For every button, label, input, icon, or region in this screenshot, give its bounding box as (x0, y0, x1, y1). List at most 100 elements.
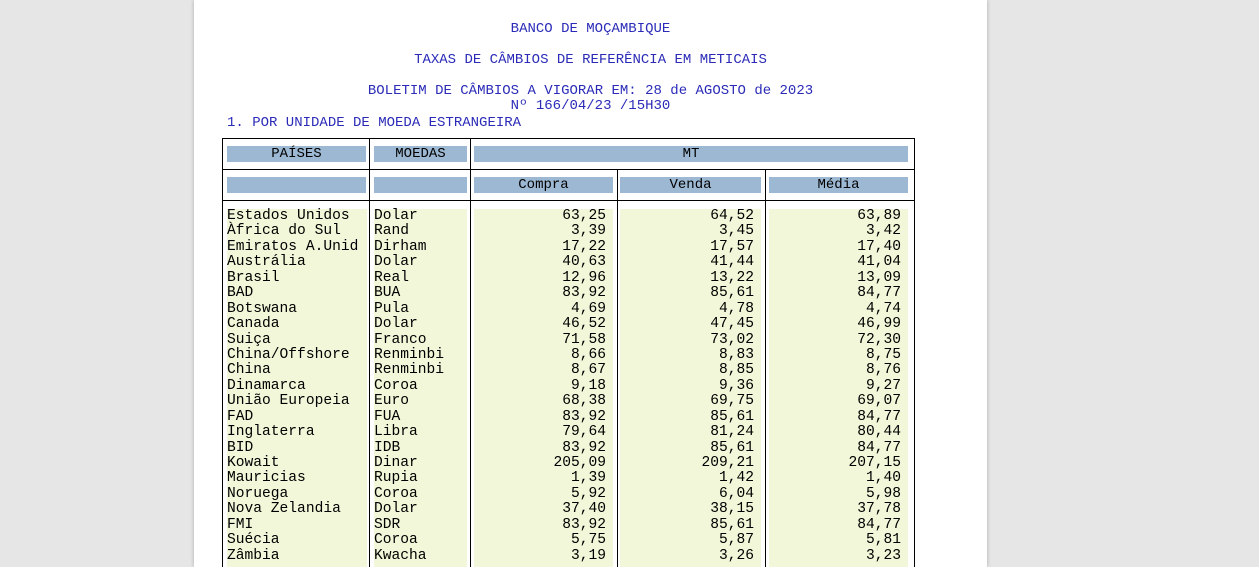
cell-media: 207,15 (848, 455, 901, 471)
table-row: BID IDB 83,92 85,61 84,77 (223, 439, 914, 456)
cell-venda: 5,87 (718, 532, 754, 549)
cell-venda: 4,78 (718, 300, 754, 317)
cell-moeda: Euro (374, 393, 410, 410)
cell-venda: 8,83 (718, 346, 754, 363)
cell-moeda: Coroa (374, 532, 418, 549)
cell-pais: FAD (227, 408, 254, 425)
cell-moeda: Renminbi (374, 362, 445, 379)
cell-moeda: Pula (374, 300, 410, 317)
cell-moeda: Franco (374, 331, 427, 348)
table-row: Emiratos A.Unid Dirham 17,22 17,57 17,40 (223, 238, 914, 255)
cell-media: 13,09 (857, 269, 901, 286)
cell-compra: 46,52 (562, 316, 606, 333)
cell-media: 80,44 (857, 424, 901, 441)
cell-media: 84,77 (857, 439, 901, 456)
cell-compra: 83,92 (562, 285, 606, 302)
cell-compra: 40,63 (562, 254, 606, 271)
cell-compra: 4,69 (570, 300, 606, 317)
cell-media: 84,77 (857, 285, 901, 302)
cell-moeda: Dinar (374, 455, 418, 471)
cell-moeda: Dolar (374, 208, 418, 224)
table-row: Estados Unidos Dolar 63,25 64,52 63,89 (223, 208, 914, 224)
cell-venda: 17,57 (710, 238, 754, 255)
cell-pais: União Europeia (227, 393, 350, 410)
cell-pais: Zâmbia (227, 547, 280, 564)
cell-venda: 81,24 (710, 424, 754, 441)
table-row: Inglaterra Libra 79,64 81,24 80,44 (223, 424, 914, 441)
cell-venda: 85,61 (710, 408, 754, 425)
cell-venda: 1,42 (718, 470, 754, 487)
table-row: União Europeia Euro 68,38 69,75 69,07 (223, 393, 914, 410)
table-row: Botswana Pula 4,69 4,78 4,74 (223, 300, 914, 317)
cell-venda: 38,15 (710, 501, 754, 518)
cell-pais: Mauricias (227, 470, 306, 487)
cell-media: 5,81 (865, 532, 901, 549)
cell-pais: Emiratos A.Unid (227, 238, 359, 255)
cell-media: 3,42 (865, 223, 901, 240)
col-bg-compra (474, 209, 613, 567)
cell-compra: 3,39 (570, 223, 606, 240)
header-blank-moedas (374, 177, 467, 193)
bulletin-date: BOLETIM DE CÂMBIOS A VIGORAR EM: 28 de A… (367, 83, 814, 99)
cell-pais: Brasil (227, 269, 280, 286)
cell-pais: Kowait (227, 455, 280, 471)
cell-media: 8,76 (865, 362, 901, 379)
cell-venda: 64,52 (710, 208, 754, 224)
cell-compra: 3,19 (570, 547, 606, 564)
cell-media: 9,27 (865, 377, 901, 394)
header-venda: Venda (620, 177, 761, 193)
cell-pais: BAD (227, 285, 254, 302)
cell-pais: BID (227, 439, 254, 456)
table-row: China/Offshore Renminbi 8,66 8,83 8,75 (223, 346, 914, 363)
col-bg-moedas (374, 209, 467, 567)
cell-venda: 69,75 (710, 393, 754, 410)
table-row: FMI SDR 83,92 85,61 84,77 (223, 516, 914, 533)
cell-compra: 12,96 (562, 269, 606, 286)
cell-moeda: BUA (374, 285, 401, 302)
exchange-rate-table: PAÍSES MOEDAS MT Compra Venda Média Esta… (222, 138, 915, 567)
cell-media: 72,30 (857, 331, 901, 348)
cell-pais: Dinamarca (227, 377, 306, 394)
cell-moeda: Dolar (374, 501, 418, 518)
table-row: Canada Dolar 46,52 47,45 46,99 (223, 316, 914, 333)
cell-media: 46,99 (857, 316, 901, 333)
table-row: Austrália Dolar 40,63 41,44 41,04 (223, 254, 914, 271)
table-row: Suiça Franco 71,58 73,02 72,30 (223, 331, 914, 348)
cell-venda: 6,04 (718, 485, 754, 502)
table-row: Dinamarca Coroa 9,18 9,36 9,27 (223, 377, 914, 394)
table-body: Estados Unidos Dolar 63,25 64,52 63,89 Àfrica… (223, 208, 914, 564)
cell-venda: 73,02 (710, 331, 754, 348)
col-bg-venda (620, 209, 761, 567)
grid-vline (470, 139, 471, 567)
cell-compra: 79,64 (562, 424, 606, 441)
cell-media: 84,77 (857, 516, 901, 533)
bulletin-number: Nº 166/04/23 /15H30 (510, 98, 671, 114)
table-row: FAD FUA 83,92 85,61 84,77 (223, 408, 914, 425)
cell-media: 3,23 (865, 547, 901, 564)
cell-pais: Austrália (227, 254, 306, 271)
section-heading: 1. POR UNIDADE DE MOEDA ESTRANGEIRA (227, 115, 522, 131)
cell-compra: 9,18 (570, 377, 606, 394)
cell-media: 69,07 (857, 393, 901, 410)
header-media: Média (769, 177, 908, 193)
col-bg-paises (227, 209, 367, 567)
cell-compra: 37,40 (562, 501, 606, 518)
cell-moeda: Rupia (374, 470, 418, 487)
header-compra: Compra (474, 177, 613, 193)
cell-media: 41,04 (857, 254, 901, 271)
cell-venda: 3,26 (718, 547, 754, 564)
grid-vline (369, 139, 370, 567)
cell-compra: 83,92 (562, 439, 606, 456)
cell-media: 37,78 (857, 501, 901, 518)
cell-pais: Botswana (227, 300, 298, 317)
cell-media: 1,40 (865, 470, 901, 487)
cell-media: 17,40 (857, 238, 901, 255)
cell-media: 4,74 (865, 300, 901, 317)
cell-moeda: Libra (374, 424, 418, 441)
col-bg-media (769, 209, 908, 567)
cell-compra: 5,75 (570, 532, 606, 549)
cell-pais: Inglaterra (227, 424, 315, 441)
header-blank-paises (227, 177, 366, 193)
document-title: TAXAS DE CÂMBIOS DE REFERÊNCIA EM METICA… (414, 52, 767, 68)
cell-pais: Suécia (227, 532, 280, 549)
